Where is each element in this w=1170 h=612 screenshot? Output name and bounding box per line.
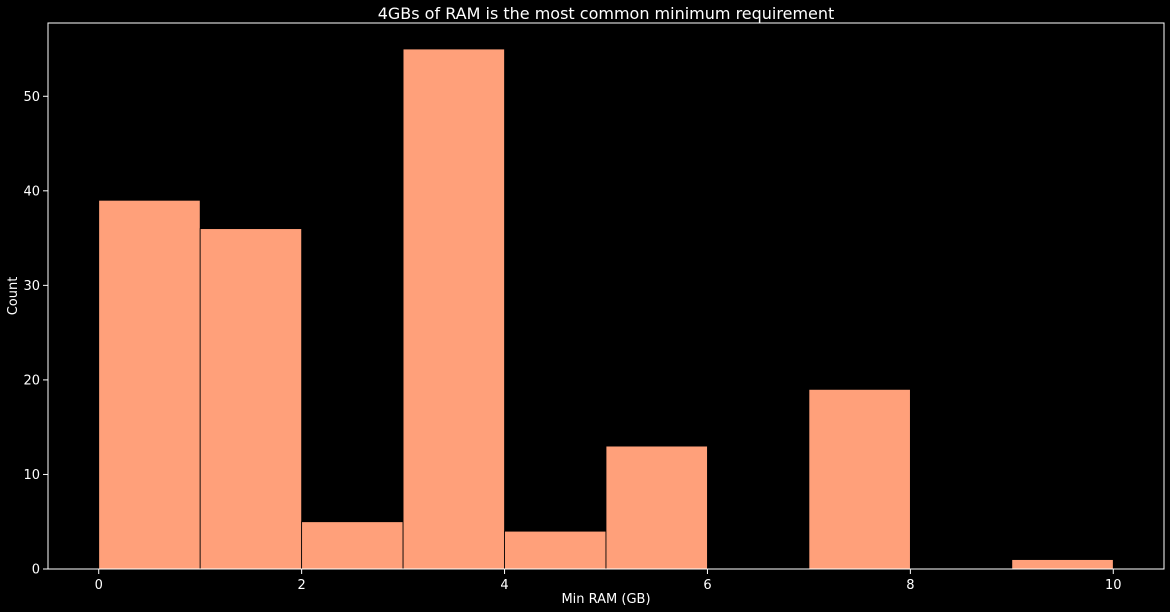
y-ticks: 0 10 20 30 40 50 (23, 90, 48, 578)
y-axis-label: Count (6, 277, 21, 316)
y-tick-label-2: 20 (23, 373, 40, 388)
x-tick-label-4: 8 (906, 578, 914, 593)
histogram-bar-7 (808, 388, 911, 570)
histogram-bar-4 (504, 530, 607, 570)
histogram-bar-2 (301, 521, 404, 570)
histogram-bar-5 (605, 445, 708, 570)
x-tick-label-1: 2 (297, 578, 305, 593)
bars-group (98, 48, 1114, 570)
y-tick-label-0: 0 (32, 563, 40, 578)
histogram-bar-1 (199, 228, 303, 570)
x-tick-label-2: 4 (500, 578, 508, 593)
plot-frame (47, 22, 1165, 570)
y-tick-label-5: 50 (23, 90, 40, 105)
x-axis-label: Min RAM (GB) (561, 592, 650, 607)
histogram-bar-9 (1011, 559, 1114, 570)
x-tick-label-5: 10 (1105, 578, 1122, 593)
y-tick-label-3: 30 (23, 279, 40, 294)
y-tick-label-4: 40 (23, 184, 40, 199)
chart-title: 4GBs of RAM is the most common minimum r… (378, 4, 835, 23)
x-ticks: 0 2 4 6 8 10 (95, 569, 1122, 593)
histogram-bar-0 (98, 199, 201, 570)
x-tick-label-0: 0 (95, 578, 103, 593)
histogram-bar-3 (402, 48, 505, 570)
x-tick-label-3: 6 (703, 578, 711, 593)
y-tick-label-1: 10 (23, 468, 40, 483)
